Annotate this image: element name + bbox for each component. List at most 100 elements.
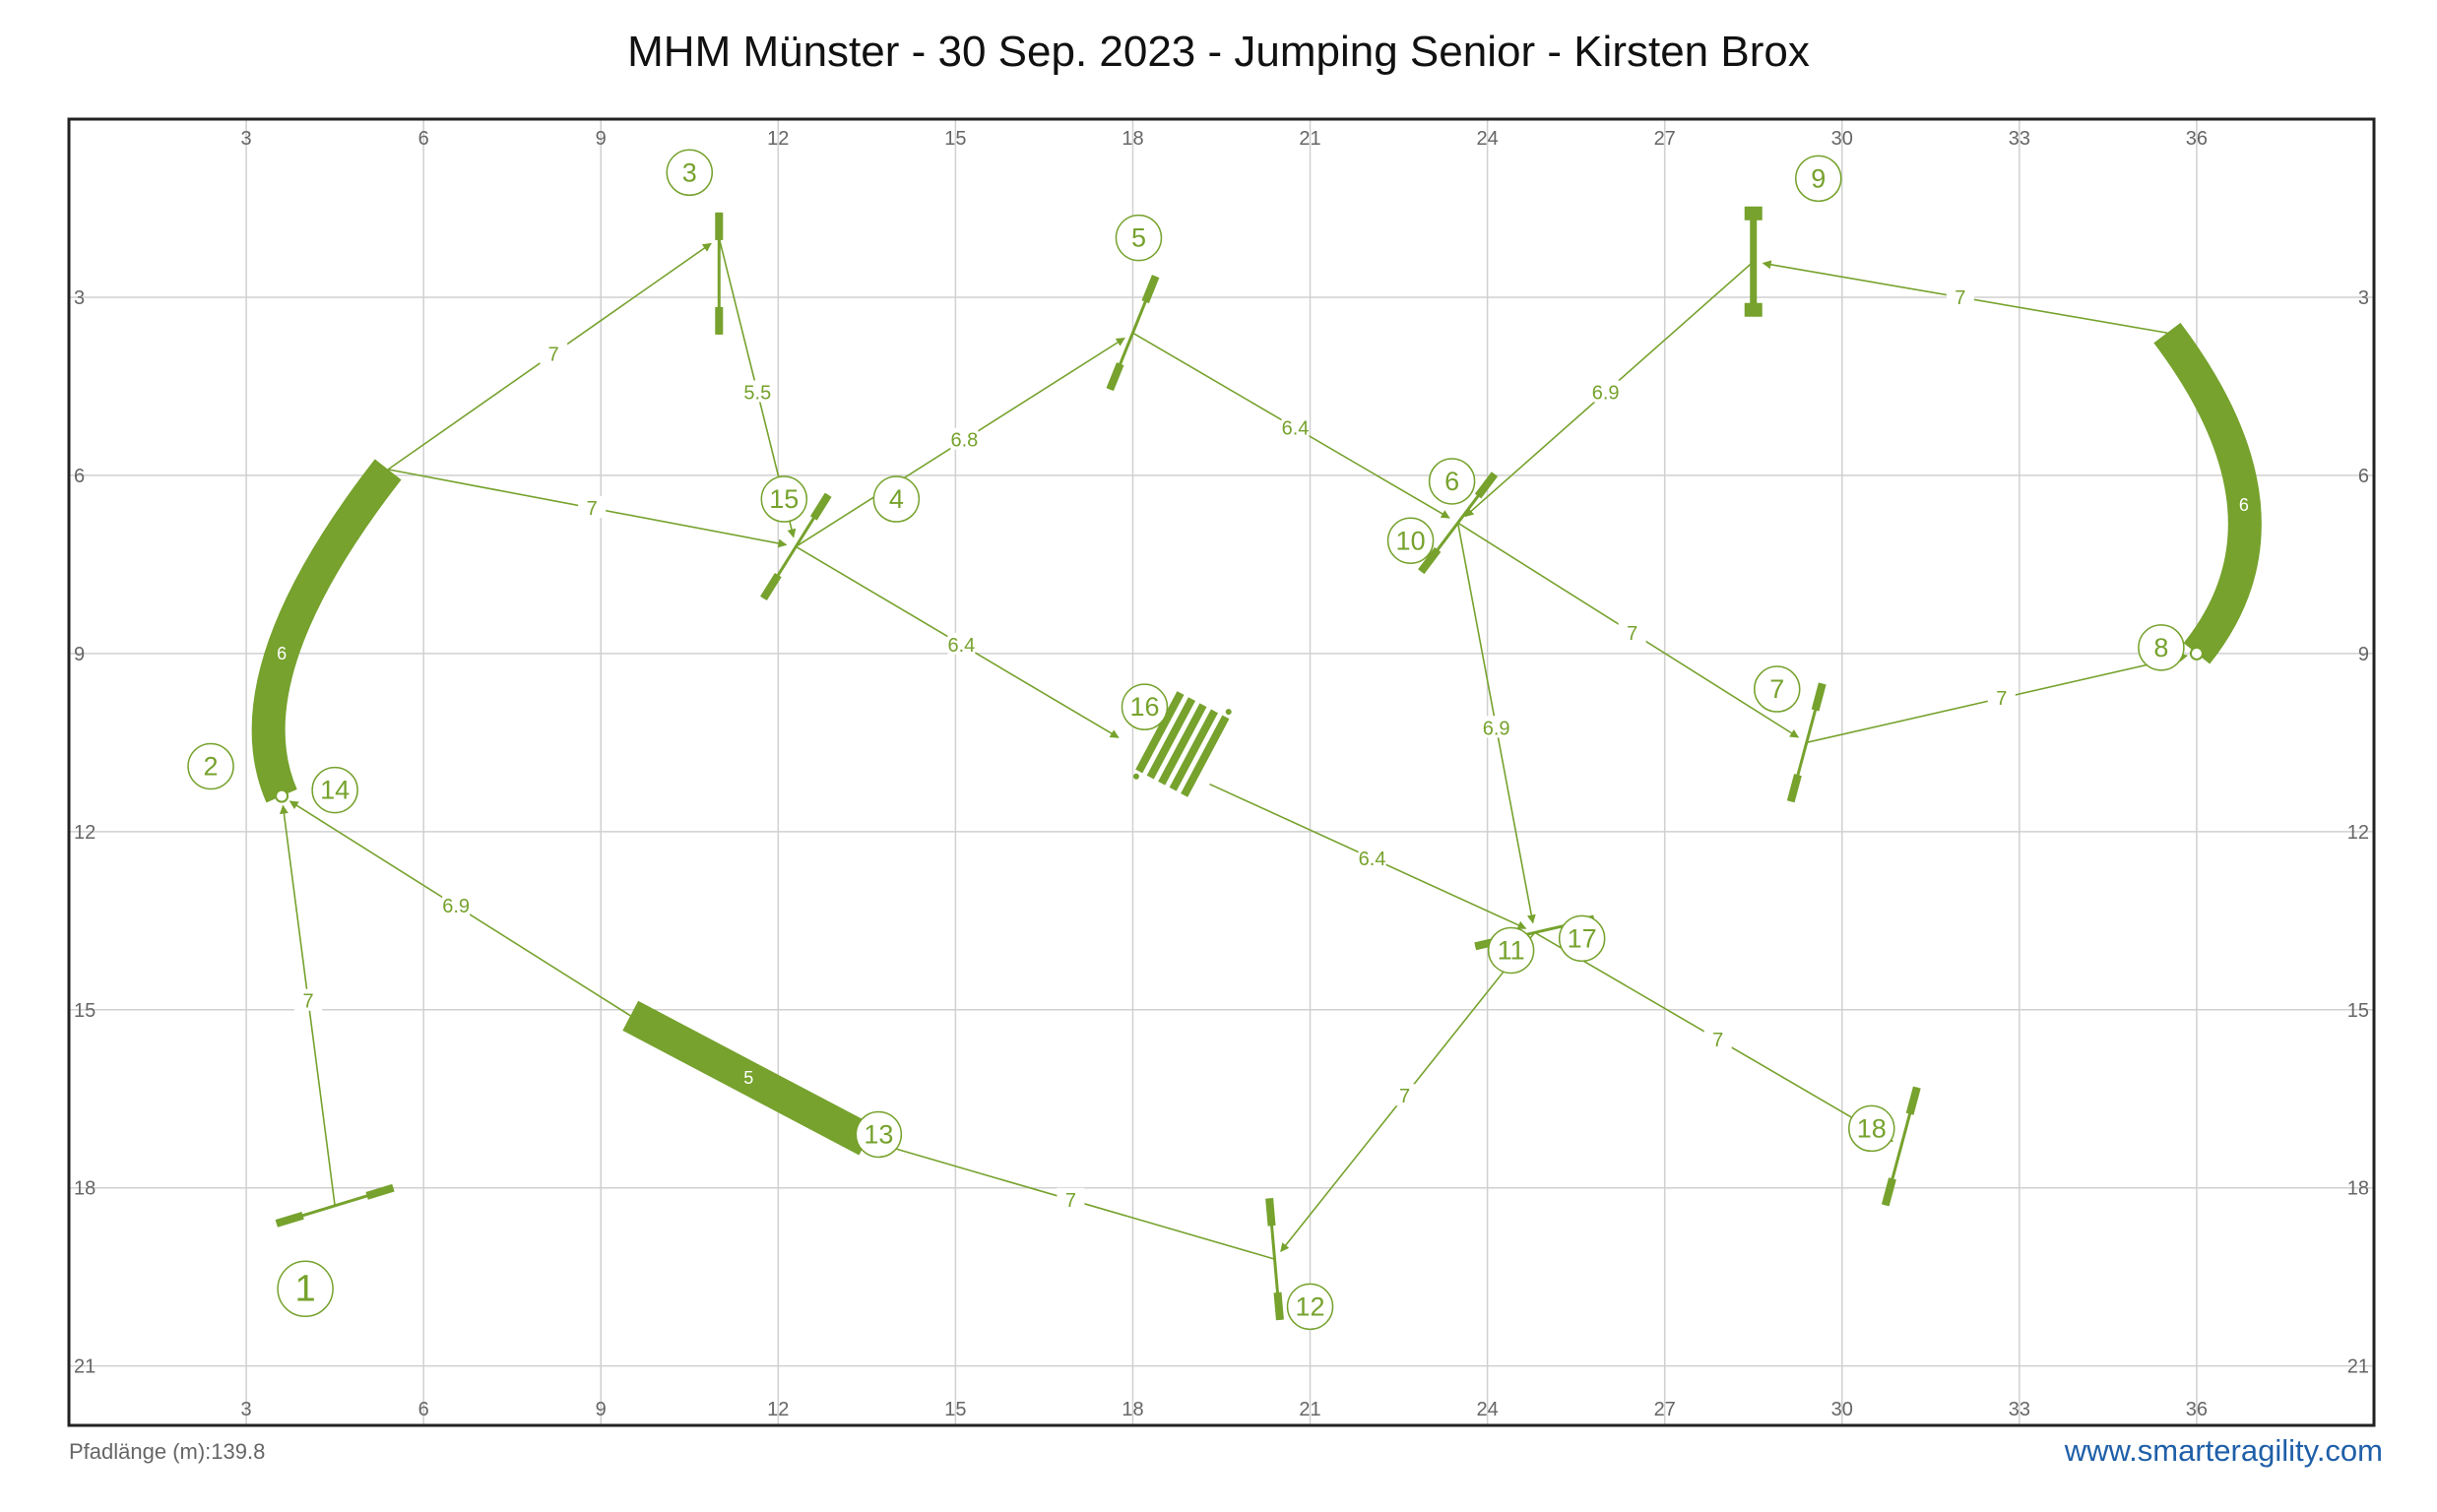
obstacle-number: 17 <box>1568 923 1597 953</box>
jump-wing-left <box>1905 1086 1921 1115</box>
obstacle-number-circle <box>1558 914 1606 963</box>
segment-distance-label: 6.4 <box>1282 418 1310 440</box>
weave-pole <box>1146 697 1196 780</box>
jump-wing-right <box>1106 362 1124 392</box>
y-tick-label-left: 18 <box>74 1178 96 1200</box>
y-tick-label-right: 12 <box>2347 822 2369 844</box>
y-tick-label-left: 21 <box>74 1356 96 1378</box>
jump-obstacle <box>1881 1086 1921 1207</box>
course-path: 7 7 5.5 7 6.8 6.4 7 7 7 6.9 6.9 7 7 6.9 6.4 6.4 7 <box>279 237 2189 1260</box>
tunnel-obstacle <box>622 1000 875 1156</box>
y-tick-label-left: 6 <box>74 466 85 487</box>
obstacle-number: 2 <box>204 751 219 781</box>
obstacle-number-circle <box>666 149 714 197</box>
wall-obstacle <box>1744 206 1763 317</box>
obstacle-number-circle <box>277 1260 334 1318</box>
x-tick-label-bottom: 33 <box>2009 1399 2030 1420</box>
jump-wing-left <box>1141 275 1160 304</box>
obstacle-number-circle <box>2138 624 2185 671</box>
obstacle-number: 3 <box>682 158 697 187</box>
obstacle-number: 12 <box>1296 1292 1325 1321</box>
jump-obstacle <box>1265 1197 1284 1321</box>
tunnel-exit <box>2189 646 2204 661</box>
obstacle-number-circle <box>1795 155 1842 203</box>
jump-wing-right <box>1786 774 1802 803</box>
segment-label-bg <box>950 427 979 450</box>
segment-label-bg <box>947 632 976 655</box>
segment-distance-label: 7 <box>1627 623 1637 645</box>
segment-label-bg <box>1358 846 1386 868</box>
obstacle-number: 13 <box>864 1119 893 1149</box>
obstacle-number: 10 <box>1396 526 1426 555</box>
jump-wing-left <box>1474 472 1499 499</box>
segment-distance-label: 6.9 <box>1483 718 1510 739</box>
obstacle-number: 18 <box>1857 1113 1887 1143</box>
obstacle-number-circle <box>1753 665 1801 713</box>
x-tick-label-bottom: 15 <box>944 1399 966 1420</box>
segment-distance-label: 7 <box>1399 1086 1410 1107</box>
wall-post-left <box>1744 206 1763 220</box>
obstacle-number-circle <box>1848 1104 1895 1153</box>
x-tick-label-bottom: 12 <box>767 1399 789 1420</box>
x-tick-label-bottom: 21 <box>1299 1399 1320 1420</box>
segment-label-bg <box>1390 1084 1419 1106</box>
jump-wing-left <box>809 492 832 521</box>
obstacle-number: 8 <box>2153 633 2168 662</box>
obstacle-number-circle <box>311 766 358 814</box>
segment-distance-label: 7 <box>548 344 559 365</box>
obstacle-number-circle <box>1286 1283 1334 1331</box>
jump-obstacle <box>1418 472 1499 575</box>
jump-wing-left <box>1265 1197 1276 1227</box>
segment-distance-label: 7 <box>1712 1030 1723 1051</box>
x-tick-label-bottom: 3 <box>241 1399 252 1420</box>
segment-distance-label: 7 <box>1955 287 1965 309</box>
segment-label-bg <box>1591 380 1620 403</box>
weave-pole <box>1135 691 1185 774</box>
jump-obstacle <box>1106 275 1160 392</box>
y-tick-label-left: 3 <box>74 287 85 309</box>
segment-distance-label: 6.4 <box>1359 849 1386 870</box>
y-tick-label-left: 12 <box>74 822 96 844</box>
y-tick-label-right: 21 <box>2347 1356 2369 1378</box>
weave-end <box>1225 709 1232 716</box>
weave-poles <box>1132 691 1232 797</box>
segment-distance-label: 7 <box>1065 1190 1076 1212</box>
website-link[interactable]: www.smarteragility.com <box>2064 1433 2383 1468</box>
jump-wing-right <box>365 1183 395 1200</box>
obstacle-number: 4 <box>889 484 904 514</box>
obstacle-number-circle <box>872 475 921 523</box>
x-tick-label-top: 33 <box>2009 128 2030 150</box>
obstacles: 6 6 5 <box>251 206 2262 1321</box>
segment-label-bg <box>1057 1187 1085 1210</box>
segment-distance-label: 6.4 <box>947 635 975 657</box>
obstacle-number-circle <box>187 742 234 790</box>
jump-obstacle <box>275 1183 395 1228</box>
obstacle-number-circle <box>1428 458 1476 505</box>
weave-pole <box>1158 703 1207 786</box>
x-tick-label-bottom: 30 <box>1831 1399 1853 1420</box>
x-tick-label-bottom: 24 <box>1476 1399 1498 1420</box>
x-tick-label-top: 21 <box>1299 128 1320 150</box>
segment-label-bg <box>442 894 471 916</box>
segment-label-bg <box>540 342 568 364</box>
x-tick-label-bottom: 27 <box>1654 1399 1676 1420</box>
y-tick-label-right: 15 <box>2347 1000 2369 1022</box>
x-tick-label-bottom: 9 <box>596 1399 607 1420</box>
segment-distance-label: 6.9 <box>1592 382 1620 404</box>
obstacle-number: 9 <box>1811 163 1826 193</box>
weave-pole <box>1181 715 1230 797</box>
segment-distance-label: 7 <box>1996 688 2007 710</box>
obstacle-number: 1 <box>295 1268 316 1309</box>
obstacle-number: 15 <box>769 484 799 514</box>
segment-distance-label: 7 <box>303 991 314 1013</box>
y-tick-label-right: 9 <box>2358 644 2369 665</box>
obstacle-number-circle <box>855 1110 903 1159</box>
segment-label-bg <box>1281 415 1310 438</box>
jump-wing-left <box>275 1211 304 1228</box>
obstacle-number: 16 <box>1129 692 1159 722</box>
segment-label-bg <box>1987 686 2016 709</box>
jump-wing-right <box>1418 546 1442 575</box>
tunnel-obstacle <box>2153 322 2262 664</box>
obstacle-number: 11 <box>1498 935 1525 965</box>
